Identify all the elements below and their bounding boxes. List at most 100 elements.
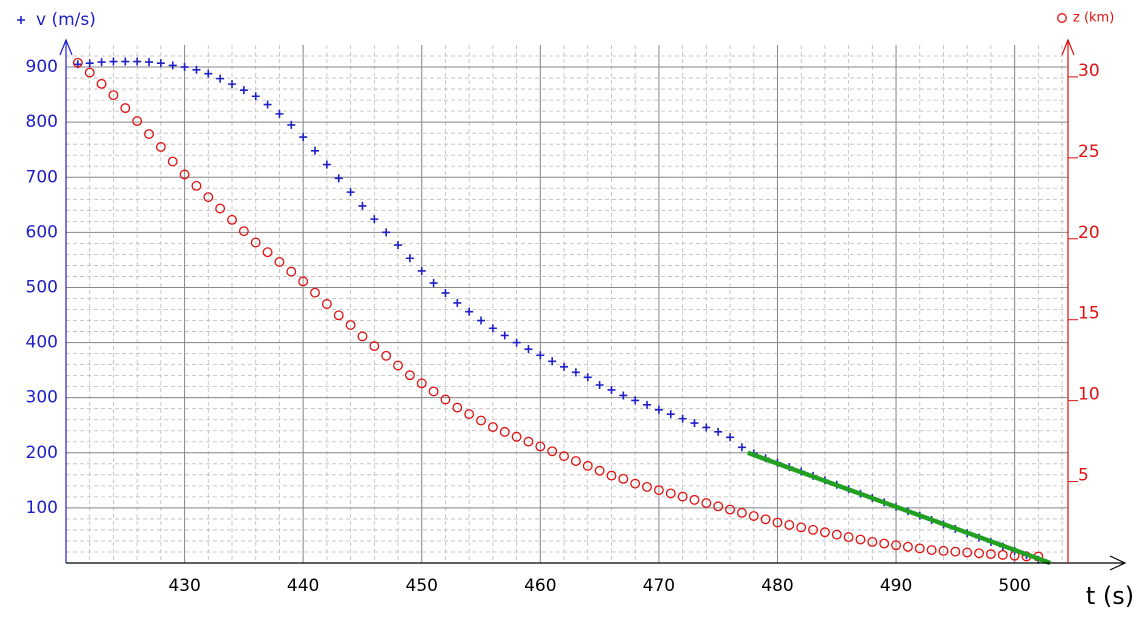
z-point xyxy=(250,237,261,248)
z-point xyxy=(452,402,463,413)
v-point xyxy=(85,59,94,68)
z-point xyxy=(796,522,807,533)
v-point xyxy=(192,65,201,74)
v-point xyxy=(334,174,343,183)
z-point xyxy=(843,532,854,543)
axes: 430 440 450 460 470 480 490 500 100 200 300 400 500 6… xyxy=(26,38,1127,596)
y-tick-label: 400 xyxy=(26,333,58,353)
v-point xyxy=(726,433,735,442)
y-tick-label: 900 xyxy=(26,57,58,77)
z-point xyxy=(298,276,309,287)
v-point xyxy=(678,414,687,423)
v-point xyxy=(109,57,118,66)
z-point xyxy=(570,456,581,466)
v-point xyxy=(488,324,497,333)
z-point xyxy=(713,501,724,512)
v-point xyxy=(133,57,142,66)
v-point xyxy=(394,241,403,250)
y2-tick-label: 10 xyxy=(1078,385,1100,405)
legend-label: z (km) xyxy=(1073,11,1114,26)
x-tick-label: 470 xyxy=(643,576,675,596)
z-point xyxy=(938,545,949,556)
z-point xyxy=(559,451,569,462)
z-point xyxy=(867,537,878,547)
z-point xyxy=(262,247,273,258)
v-point xyxy=(548,357,557,366)
z-point xyxy=(547,446,558,457)
z-point xyxy=(381,350,392,361)
v-point xyxy=(228,80,237,89)
z-point xyxy=(689,494,700,505)
z-point xyxy=(950,546,961,557)
v-point xyxy=(714,427,723,436)
z-point xyxy=(582,460,593,471)
y2-tick-label: 15 xyxy=(1078,304,1100,324)
v-point xyxy=(216,74,225,83)
y-tick-label: 600 xyxy=(26,222,58,242)
y2-tick-label: 20 xyxy=(1078,223,1100,243)
z-point xyxy=(72,57,83,68)
fit-line xyxy=(747,450,1051,566)
v-point xyxy=(583,373,592,382)
v-point xyxy=(571,368,580,377)
z-point xyxy=(487,422,498,432)
z-point xyxy=(215,203,226,214)
z-point xyxy=(962,547,973,558)
y-axis-arrow xyxy=(59,38,73,56)
v-point xyxy=(263,100,272,109)
v-point xyxy=(121,57,130,66)
x-tick-label: 480 xyxy=(761,576,793,596)
v-point xyxy=(643,400,652,409)
z-point xyxy=(997,549,1008,560)
legend-marker xyxy=(17,16,25,24)
z-point xyxy=(345,320,356,330)
v-point xyxy=(453,298,462,307)
z-point xyxy=(321,299,332,309)
y2-tick-label: 30 xyxy=(1078,61,1100,81)
v-point xyxy=(239,86,248,95)
z-point xyxy=(155,142,166,152)
x-axis-arrow xyxy=(1109,555,1127,571)
z-point xyxy=(630,478,641,489)
z-point xyxy=(642,481,652,492)
v-point xyxy=(322,160,331,169)
grid xyxy=(66,45,1068,563)
x-tick-label: 500 xyxy=(998,576,1030,596)
v-point xyxy=(560,362,569,371)
v-point xyxy=(370,215,379,224)
z-point xyxy=(523,436,534,447)
v-point xyxy=(168,61,177,70)
z-point xyxy=(511,431,522,442)
z-point xyxy=(808,524,819,535)
y-tick-label: 800 xyxy=(26,112,58,132)
z-point xyxy=(96,78,107,89)
z-point xyxy=(974,548,985,559)
v-point xyxy=(524,345,533,354)
v-point xyxy=(299,133,308,142)
v-point xyxy=(441,288,450,297)
v-point xyxy=(702,423,711,432)
v-point xyxy=(417,266,426,275)
v-point xyxy=(619,391,628,400)
v-point xyxy=(607,385,616,394)
z-point xyxy=(227,214,237,225)
y2-tick-label: 5 xyxy=(1078,466,1089,486)
v-point xyxy=(346,188,355,197)
v-point xyxy=(666,410,675,419)
v-point xyxy=(311,146,320,155)
legend: v (m/s) z (km) xyxy=(17,10,1114,30)
v-point xyxy=(536,351,545,360)
z-point xyxy=(748,511,759,522)
z-point xyxy=(286,266,297,277)
v-point xyxy=(477,316,486,325)
z-point xyxy=(167,156,178,167)
x-tick-label: 430 xyxy=(168,576,200,596)
z-point xyxy=(476,415,486,426)
z-point xyxy=(891,540,902,551)
v-point xyxy=(287,120,296,129)
x-axis-label: t (s) xyxy=(1086,582,1134,610)
v-point xyxy=(512,338,521,347)
x-tick-label: 450 xyxy=(406,576,438,596)
legend-marker xyxy=(1057,13,1067,23)
